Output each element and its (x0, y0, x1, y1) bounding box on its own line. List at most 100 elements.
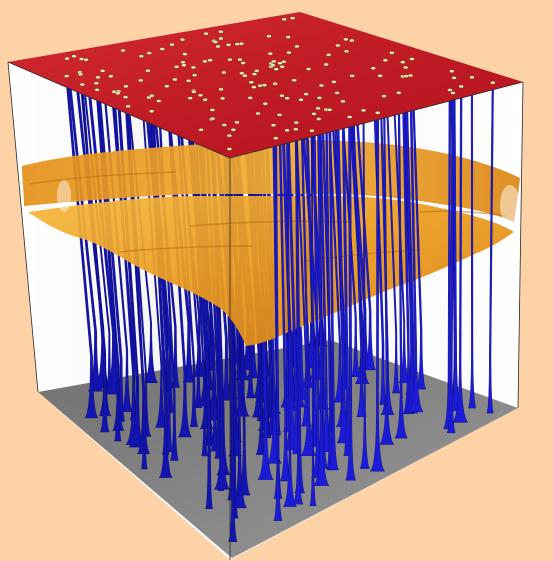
top-plate-hole (270, 123, 277, 127)
top-plate-hole (311, 112, 317, 116)
top-plate-hole (334, 91, 340, 95)
fluid-column (486, 82, 494, 414)
top-plate-hole (451, 76, 457, 80)
top-plate-hole (138, 78, 144, 83)
top-plate-hole (234, 120, 240, 125)
top-plate-hole (349, 38, 355, 43)
top-plate-hole (281, 17, 287, 22)
top-plate-hole (284, 128, 290, 133)
top-plate-hole (327, 108, 333, 112)
fluid-column (147, 52, 180, 388)
top-plate-hole (218, 30, 224, 34)
top-plate-holes (64, 16, 496, 151)
top-plate-hole (347, 115, 353, 119)
top-plate-hole (389, 51, 395, 55)
top-plate-hole (120, 48, 126, 53)
top-plate-hole (316, 117, 322, 121)
top-plate-hole (192, 73, 198, 77)
top-plate-hole (138, 54, 144, 58)
top-plate-hole (251, 85, 257, 89)
top-plate-hole (458, 84, 464, 89)
top-plate-hole (156, 99, 162, 103)
fluid-column (313, 118, 330, 486)
top-plate-hole (225, 43, 232, 47)
top-plate-hole (221, 123, 227, 127)
fluid-column (394, 92, 408, 439)
top-plate-hole (100, 69, 106, 73)
top-plate-hole (148, 109, 155, 114)
top-plate-hole (237, 57, 243, 62)
top-plate-hole (261, 83, 268, 87)
top-plate-hole (490, 80, 496, 85)
top-plate-hole (202, 97, 208, 102)
top-plate-hole (187, 96, 193, 100)
top-plate-hole (375, 111, 381, 115)
top-plate-hole (326, 53, 332, 57)
top-plate-hole (173, 65, 180, 69)
top-plate-hole (146, 51, 152, 55)
top-plate-hole (64, 56, 70, 61)
top-plate-hole (125, 104, 131, 109)
fluid-column (309, 130, 317, 506)
top-plate-hole (251, 72, 258, 76)
fluid-column (175, 66, 203, 408)
top-plate-hole (145, 68, 151, 73)
top-plate-hole (255, 111, 261, 116)
top-plate-hole (202, 59, 208, 64)
top-plate-hole (221, 70, 227, 75)
fluid-column (407, 75, 424, 413)
top-plate-hole (266, 34, 272, 38)
interface-pocket (500, 185, 520, 225)
top-plate-hole (279, 65, 285, 69)
top-plate-hole (108, 74, 114, 79)
fluid-column (345, 116, 357, 481)
top-plate-hole (182, 52, 188, 56)
top-plate-hole (286, 50, 292, 55)
top-plate-hole (230, 128, 237, 132)
top-plate-hole (215, 44, 221, 49)
fluid-column (327, 109, 340, 471)
top-plate-hole (191, 89, 197, 94)
top-plate-hole (305, 67, 312, 71)
top-plate-hole (360, 108, 367, 113)
top-plate-hole (382, 58, 388, 63)
top-plate-hole (83, 57, 89, 62)
top-plate-hole (78, 57, 85, 61)
top-plate-hole (185, 79, 192, 83)
top-plate-hole (179, 37, 186, 42)
top-plate-hole (64, 74, 70, 78)
top-plate-hole (381, 94, 387, 98)
fluid-column (451, 86, 469, 423)
top-plate-hole (409, 57, 415, 61)
top-plate-hole (207, 58, 213, 63)
top-plate-hole (267, 51, 273, 56)
fluid-column (351, 75, 367, 418)
top-plate-hole (290, 16, 296, 20)
top-plate-hole (209, 116, 216, 121)
top-plate-hole (71, 54, 77, 58)
top-plate-hole (122, 95, 129, 99)
top-plate-hole (293, 120, 299, 125)
top-plate-hole (318, 83, 325, 88)
top-plate-hole (93, 81, 99, 85)
top-plate-hole (335, 43, 341, 48)
top-plate-hole (115, 91, 121, 95)
top-plate-hole (95, 75, 101, 80)
top-plate-hole (276, 113, 283, 117)
fluid-column (95, 89, 122, 442)
top-plate-hole (323, 62, 329, 67)
top-plate-hole (396, 91, 402, 95)
top-plate-hole (298, 98, 304, 102)
top-plate-hole (77, 72, 84, 77)
top-plate-hole (343, 37, 349, 42)
top-plate-hole (340, 99, 346, 104)
top-plate-hole (226, 147, 233, 151)
top-plate-hole (403, 74, 409, 78)
fluid-column (96, 77, 126, 422)
top-plate-hole (316, 96, 323, 100)
top-plate-hole (272, 81, 278, 86)
interface-pocket (57, 180, 71, 212)
interface-ridges (29, 171, 507, 263)
fluid-column (379, 95, 395, 445)
